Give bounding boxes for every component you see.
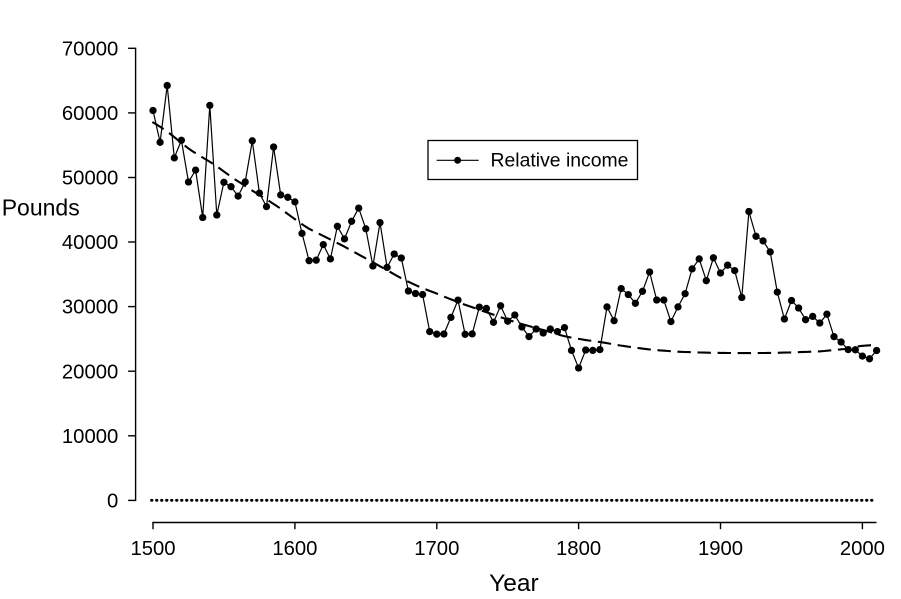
svg-text:Pounds: Pounds: [2, 194, 80, 220]
svg-text:50000: 50000: [62, 168, 118, 190]
svg-text:2000: 2000: [840, 538, 885, 560]
svg-text:1600: 1600: [272, 538, 317, 560]
svg-text:1900: 1900: [698, 538, 743, 560]
svg-text:30000: 30000: [62, 297, 118, 319]
svg-text:Year: Year: [489, 570, 539, 597]
svg-text:0: 0: [107, 491, 118, 513]
svg-text:20000: 20000: [62, 361, 118, 383]
svg-text:40000: 40000: [62, 232, 118, 254]
svg-text:1800: 1800: [556, 538, 601, 560]
svg-text:70000: 70000: [62, 38, 118, 60]
svg-text:10000: 10000: [62, 426, 118, 448]
svg-text:60000: 60000: [62, 103, 118, 125]
svg-text:Relative income: Relative income: [491, 150, 629, 172]
svg-text:1700: 1700: [414, 538, 459, 560]
svg-text:1500: 1500: [130, 538, 175, 560]
